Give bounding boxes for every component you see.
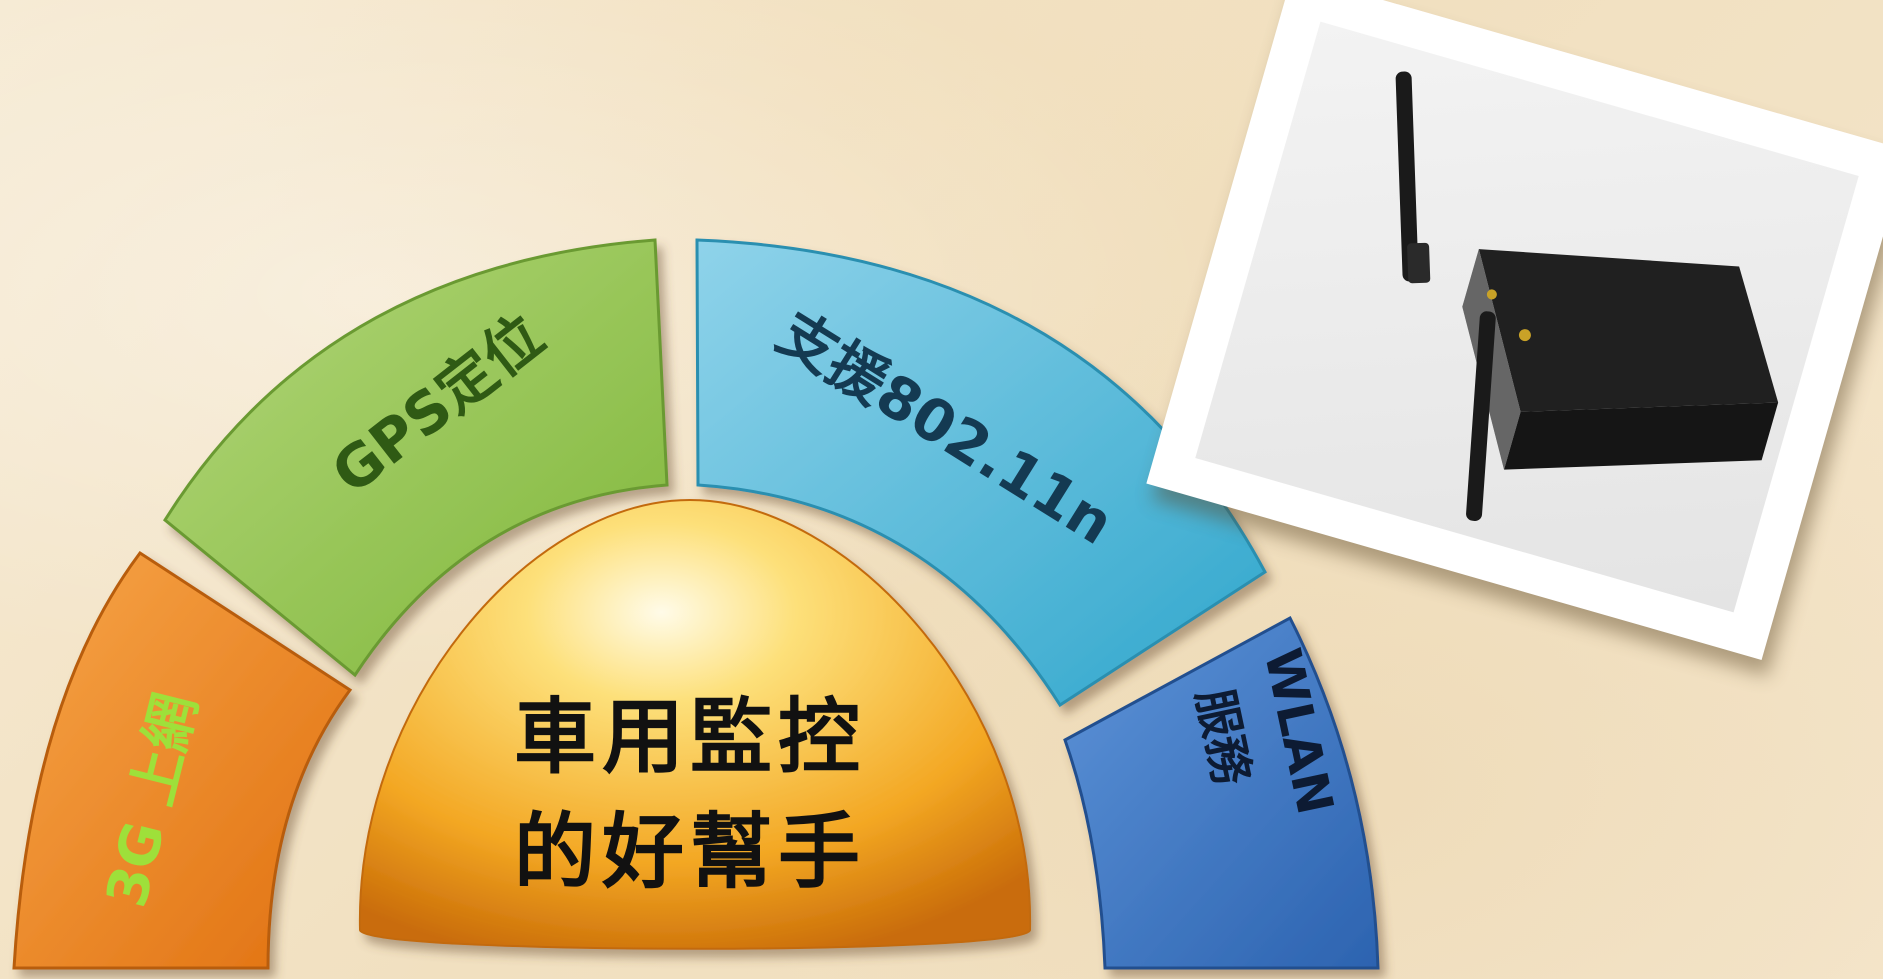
product-photo <box>1146 0 1883 660</box>
segment-gps <box>163 238 669 678</box>
photo-frame <box>1195 21 1859 613</box>
segment-wifi <box>695 238 1267 708</box>
segment-3g <box>12 550 353 970</box>
segment-wlan <box>1063 615 1380 970</box>
wireless-router-icon <box>1395 71 1779 521</box>
center-title-line1: 車用監控 <box>514 690 866 785</box>
center-title-line2: 的好幫手 <box>514 805 866 900</box>
center-dome <box>358 498 1032 950</box>
